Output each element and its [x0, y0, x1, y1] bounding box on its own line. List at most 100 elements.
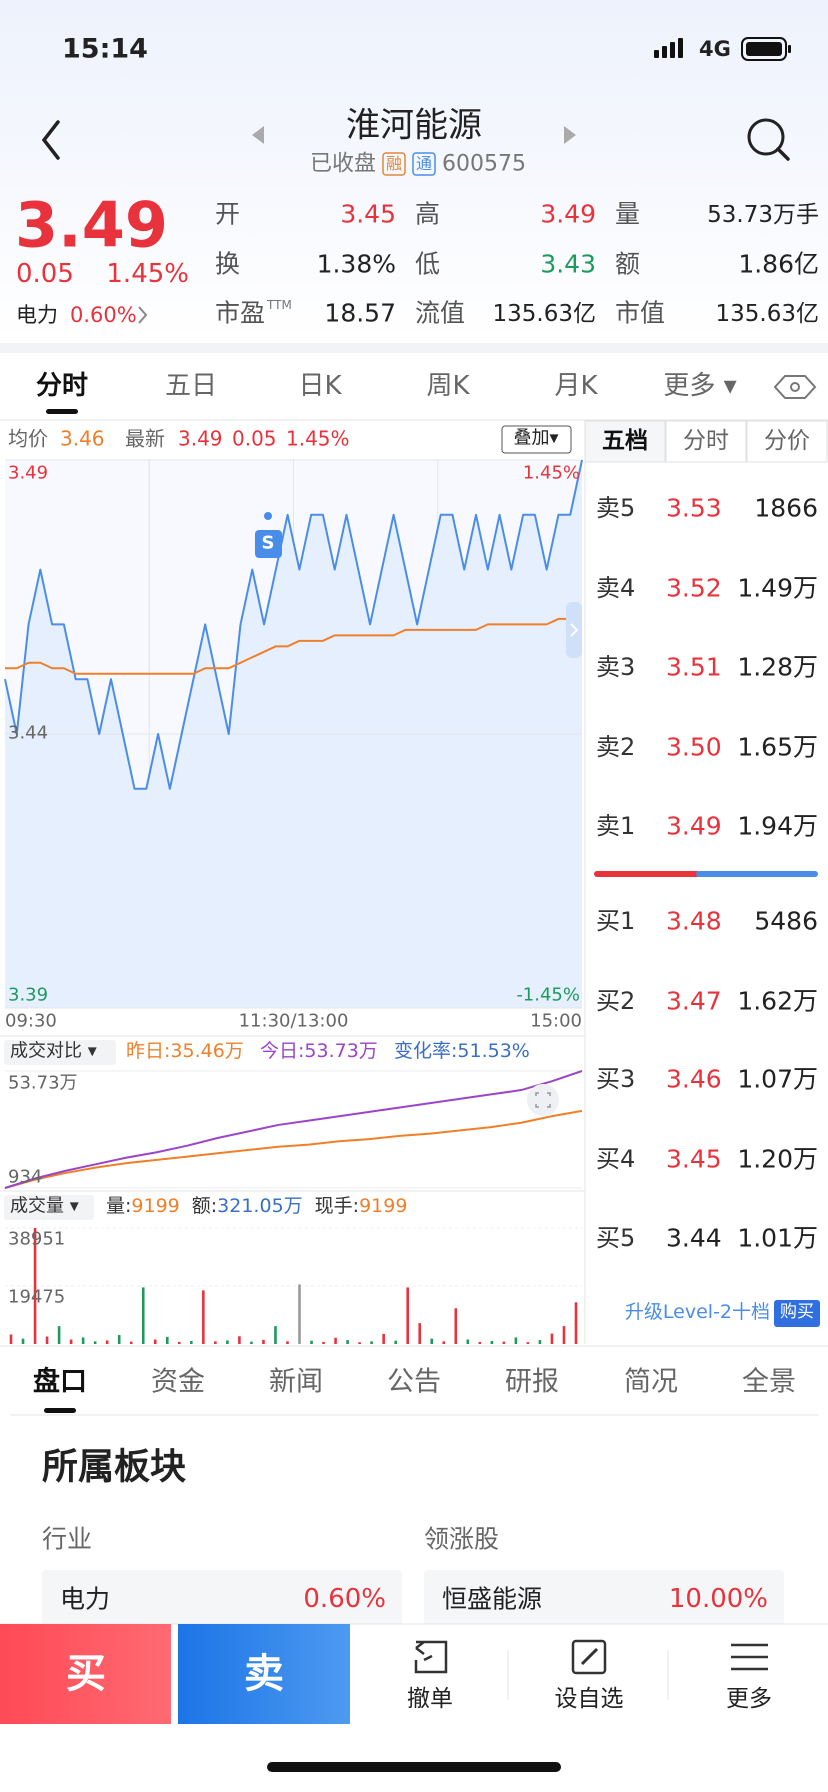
- book-level: 买1: [596, 907, 636, 936]
- prev-stock[interactable]: [252, 126, 264, 144]
- book-tab-bg[interactable]: [746, 420, 828, 463]
- y-tick-label: 934: [8, 1166, 43, 1188]
- info-tab[interactable]: 新闻: [269, 1366, 323, 1398]
- cancel-icon[interactable]: [414, 1640, 448, 1674]
- overlay-button[interactable]: [501, 425, 572, 454]
- chart-tab[interactable]: 更多 ▾: [663, 371, 737, 402]
- volume-bar: [490, 1341, 494, 1344]
- battery-level: [746, 42, 782, 56]
- price-change: 0.05: [16, 259, 74, 290]
- upgrade-link[interactable]: 升级Level-2十档: [624, 1301, 770, 1324]
- stat-value: 1.86亿: [738, 249, 819, 279]
- section-title: 所属板块: [42, 1446, 187, 1488]
- volume-bar: [250, 1341, 253, 1344]
- volume-item-label: 额:: [191, 1195, 218, 1218]
- volume-change-rate: 变化率:51.53%: [394, 1040, 530, 1063]
- section-gap: [0, 343, 828, 353]
- action-label[interactable]: 设自选: [554, 1685, 624, 1712]
- pct-label: -1.45%: [516, 984, 580, 1006]
- chart-tab[interactable]: 月K: [554, 371, 598, 402]
- book-level: 买4: [596, 1145, 636, 1174]
- expand-button[interactable]: [527, 1084, 559, 1116]
- sector-pct: 0.60%: [70, 302, 137, 327]
- search-button[interactable]: [747, 118, 785, 156]
- leader-card[interactable]: [424, 1570, 784, 1626]
- back-button[interactable]: [41, 120, 60, 160]
- y-tick-label: 38951: [8, 1228, 66, 1250]
- compare-selector[interactable]: [4, 1040, 116, 1065]
- info-tab[interactable]: 全景: [742, 1366, 796, 1398]
- book-volume: 1.20万: [737, 1144, 818, 1174]
- latest-price: 3.49: [178, 426, 223, 451]
- leader-name: 恒盛能源: [442, 1584, 543, 1614]
- chart-tab[interactable]: 周K: [426, 371, 470, 402]
- sector-name[interactable]: 电力: [16, 302, 58, 327]
- info-tab[interactable]: 简况: [624, 1366, 678, 1398]
- sell-button[interactable]: [178, 1624, 350, 1724]
- volume-selector-label[interactable]: 成交量 ▾: [10, 1195, 79, 1217]
- buy-button[interactable]: [0, 1624, 171, 1724]
- volume-item-value: 9199: [359, 1195, 408, 1218]
- y-tick-label: 19475: [8, 1286, 66, 1308]
- x-tick-label: 09:30: [5, 1010, 57, 1032]
- volume-bar: [370, 1341, 373, 1344]
- compare-selector-label[interactable]: 成交对比 ▾: [10, 1040, 97, 1062]
- trade-marker: S: [261, 532, 275, 554]
- book-tab[interactable]: 分价: [764, 427, 810, 454]
- series-line: [5, 617, 582, 675]
- overlay-label[interactable]: 叠加▾: [513, 427, 559, 449]
- stat-label: 量: [615, 199, 641, 229]
- book-price: 3.52: [666, 573, 722, 603]
- info-tab[interactable]: 公告: [387, 1366, 441, 1398]
- industry-card[interactable]: [42, 1570, 402, 1626]
- home-indicator: [267, 1762, 561, 1772]
- x-tick-label: 11:30/13:00: [238, 1010, 349, 1032]
- chart-tab[interactable]: 五日: [164, 371, 218, 402]
- buy-label[interactable]: 买: [66, 1651, 106, 1697]
- status-time: 15:14: [62, 33, 148, 65]
- book-price: 3.50: [666, 732, 722, 762]
- book-volume: 1.94万: [737, 811, 818, 841]
- action-label[interactable]: 撤单: [407, 1685, 453, 1712]
- volume-bar: [33, 1228, 37, 1344]
- book-level: 卖1: [596, 812, 636, 841]
- chart-settings-dot: [790, 382, 800, 392]
- series-line: [4, 459, 583, 790]
- volume-bar: [141, 1287, 145, 1344]
- yesterday-volume: 昨日:35.46万: [126, 1040, 244, 1063]
- chart-side-tab[interactable]: [566, 602, 582, 658]
- volume-bar: [574, 1302, 578, 1344]
- latest-change-pct: 1.45%: [286, 426, 350, 451]
- purchase-button[interactable]: [774, 1300, 820, 1327]
- volume-bar: [346, 1340, 349, 1344]
- chart-settings[interactable]: [773, 375, 817, 399]
- stat-label: 开: [215, 199, 241, 229]
- volume-bar: [502, 1341, 506, 1344]
- book-level: 买3: [596, 1065, 636, 1094]
- purchase-label[interactable]: 购买: [780, 1302, 814, 1323]
- stat-label: 低: [415, 249, 441, 279]
- book-price: 3.44: [666, 1223, 722, 1253]
- volume-selector[interactable]: [4, 1195, 94, 1220]
- info-tab[interactable]: 盘口: [33, 1366, 87, 1398]
- action-label[interactable]: 更多: [726, 1685, 772, 1712]
- volume-bar: [322, 1341, 325, 1344]
- chart-tab[interactable]: 日K: [298, 371, 342, 402]
- next-stock[interactable]: [564, 126, 576, 144]
- book-volume: 1.28万: [737, 652, 818, 682]
- book-volume: 1866: [754, 493, 818, 523]
- book-tab-bg[interactable]: [665, 420, 747, 463]
- leader-pct: 10.00%: [668, 1584, 768, 1615]
- book-tab[interactable]: 五档: [602, 427, 648, 454]
- chart-tab[interactable]: 分时: [35, 371, 89, 402]
- info-tab[interactable]: 资金: [151, 1366, 205, 1398]
- latest-label: 最新: [125, 426, 165, 451]
- expand-icon: [535, 1092, 551, 1108]
- info-tab[interactable]: 研报: [505, 1366, 559, 1398]
- compare-line: [4, 1109, 583, 1189]
- book-tab[interactable]: 分时: [683, 427, 729, 454]
- volume-bar: [21, 1338, 25, 1344]
- sell-label[interactable]: 卖: [244, 1651, 284, 1697]
- watchlist-icon[interactable]: [571, 1639, 607, 1675]
- book-tab-bg[interactable]: [584, 420, 666, 463]
